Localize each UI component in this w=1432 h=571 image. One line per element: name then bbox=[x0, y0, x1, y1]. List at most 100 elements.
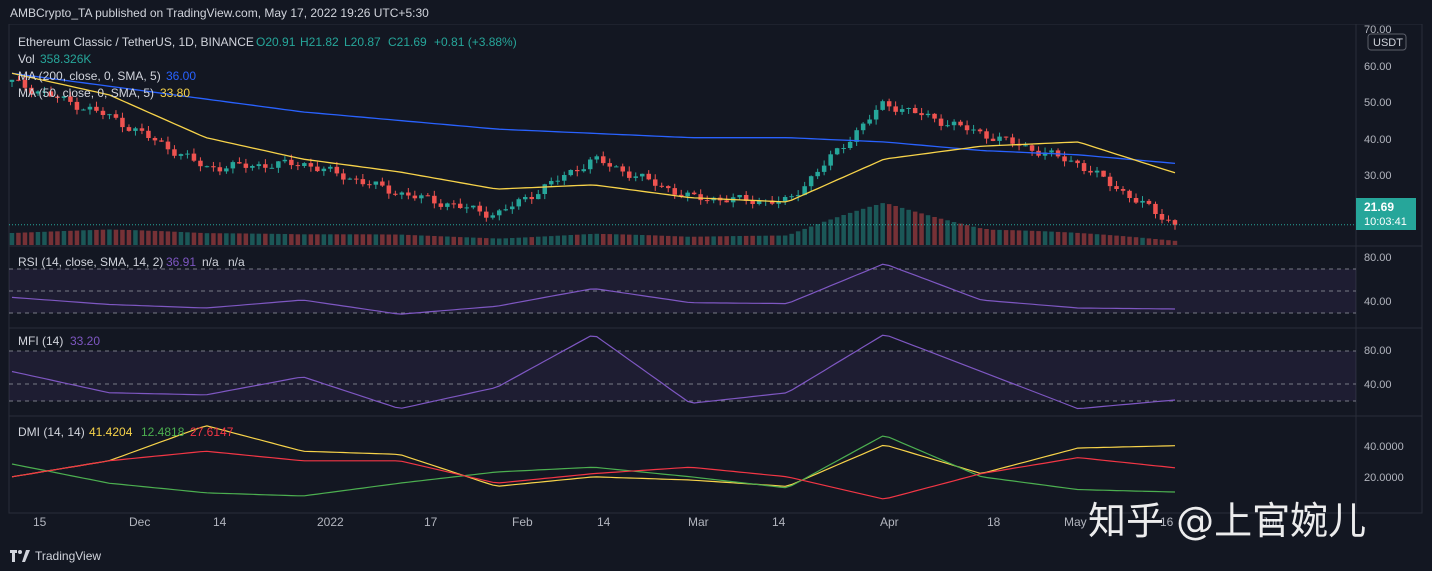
volume-bar bbox=[704, 236, 710, 245]
volume-bar bbox=[490, 238, 495, 245]
candle-body bbox=[165, 141, 171, 150]
candle-body bbox=[549, 181, 554, 185]
candle-body bbox=[412, 195, 418, 199]
candle-body bbox=[1029, 145, 1035, 151]
ohlc-change: +0.81 (+3.88%) bbox=[434, 35, 517, 49]
chart-frame[interactable]: Ethereum Classic / TetherUS, 1D, BINANCE… bbox=[0, 23, 1432, 541]
candle-body bbox=[16, 79, 21, 81]
tradingview-brand[interactable]: TradingView bbox=[10, 549, 101, 563]
volume-bar bbox=[42, 231, 47, 245]
candle-body bbox=[828, 154, 833, 166]
candle-body bbox=[1010, 137, 1015, 144]
candle-body bbox=[958, 121, 963, 126]
mfi-label: MFI (14) bbox=[18, 334, 63, 348]
volume-bar bbox=[347, 234, 353, 245]
candle-body bbox=[81, 109, 86, 111]
volume-bar bbox=[308, 234, 314, 245]
candle-body bbox=[1146, 200, 1152, 204]
tradingview-logo-icon bbox=[10, 550, 30, 562]
volume-bar bbox=[730, 236, 736, 245]
candle-body bbox=[217, 167, 223, 172]
currency-badge[interactable]: USDT bbox=[1367, 33, 1407, 51]
ohlc-open: O20.91 bbox=[256, 35, 296, 49]
candle-body bbox=[925, 113, 931, 116]
volume-bar bbox=[932, 217, 937, 245]
candle-body bbox=[1062, 156, 1067, 162]
ma200-label: MA (200, close, 0, SMA, 5) bbox=[18, 69, 161, 83]
volume-bar bbox=[1107, 235, 1113, 245]
minus-di-line bbox=[11, 450, 1176, 500]
last-price-value: 21.69 bbox=[1364, 200, 1394, 214]
candle-body bbox=[386, 185, 392, 194]
volume-bar bbox=[224, 233, 229, 245]
volume-bar bbox=[295, 234, 301, 245]
volume-bar bbox=[724, 236, 729, 245]
volume-bar bbox=[698, 236, 703, 245]
candle-body bbox=[789, 196, 794, 198]
candle-body bbox=[503, 209, 508, 211]
candle-body bbox=[594, 156, 599, 160]
ohlc-high: H21.82 bbox=[300, 35, 339, 49]
volume-bar bbox=[1036, 231, 1041, 245]
volume-bar bbox=[717, 236, 723, 245]
volume-bar bbox=[412, 235, 418, 245]
tradingview-brand-label: TradingView bbox=[35, 549, 102, 563]
time-tick: Feb bbox=[512, 515, 533, 529]
candle-body bbox=[328, 166, 333, 169]
volume-bar bbox=[146, 230, 151, 245]
volume-bar bbox=[113, 229, 119, 245]
candle-body bbox=[653, 179, 658, 186]
volume-bar bbox=[393, 234, 398, 245]
candle-body bbox=[256, 164, 262, 166]
volume-bar bbox=[360, 234, 366, 245]
time-tick: 15 bbox=[33, 515, 47, 529]
volume-bar bbox=[607, 234, 612, 245]
volume-bar bbox=[523, 237, 528, 245]
candle-body bbox=[951, 121, 957, 126]
candle-body bbox=[1127, 190, 1132, 198]
rsi-na-1: n/a bbox=[202, 255, 219, 269]
volume-bar bbox=[737, 236, 742, 245]
candle-body bbox=[743, 195, 749, 201]
candle-body bbox=[977, 129, 983, 132]
candle-body bbox=[1003, 136, 1009, 138]
candle-body bbox=[243, 163, 249, 168]
candle-body bbox=[1088, 170, 1093, 173]
volume-bar bbox=[48, 231, 54, 245]
candle-body bbox=[614, 166, 619, 168]
volume-bar bbox=[795, 231, 801, 245]
volume-bar bbox=[789, 233, 794, 245]
candle-body bbox=[471, 205, 476, 208]
candle-body bbox=[282, 159, 288, 162]
volume-bar bbox=[653, 235, 658, 245]
candle-body bbox=[100, 110, 106, 115]
volume-bar bbox=[81, 230, 86, 245]
candle-body bbox=[35, 91, 41, 94]
candle-body bbox=[737, 195, 742, 198]
candle-body bbox=[627, 171, 632, 178]
time-tick: 14 bbox=[772, 515, 786, 529]
candle-body bbox=[1049, 150, 1054, 153]
volume-bar bbox=[562, 235, 567, 245]
candle-body bbox=[906, 108, 911, 109]
candle-body bbox=[425, 195, 431, 197]
candle-body bbox=[458, 203, 463, 208]
published-header: AMBCrypto_TA published on TradingView.co… bbox=[0, 0, 1432, 24]
volume-bar bbox=[750, 235, 755, 245]
candle-body bbox=[341, 173, 346, 180]
volume-bar bbox=[536, 236, 541, 245]
volume-bar bbox=[549, 236, 554, 245]
candle-body bbox=[107, 114, 112, 116]
volume-bar bbox=[912, 211, 918, 245]
candle-body bbox=[536, 194, 541, 200]
candle-body bbox=[367, 184, 372, 186]
volume-bar bbox=[445, 236, 450, 245]
volume-bar bbox=[152, 230, 158, 245]
candle-body bbox=[230, 162, 236, 169]
candle-body bbox=[22, 79, 28, 88]
rsi-tick-80: 80.00 bbox=[1364, 252, 1392, 264]
symbol-name: Ethereum Classic / TetherUS, 1D, BINANCE bbox=[18, 35, 254, 49]
volume-bar bbox=[1101, 234, 1106, 245]
candle-body bbox=[964, 125, 970, 131]
volume-bar bbox=[191, 232, 197, 245]
